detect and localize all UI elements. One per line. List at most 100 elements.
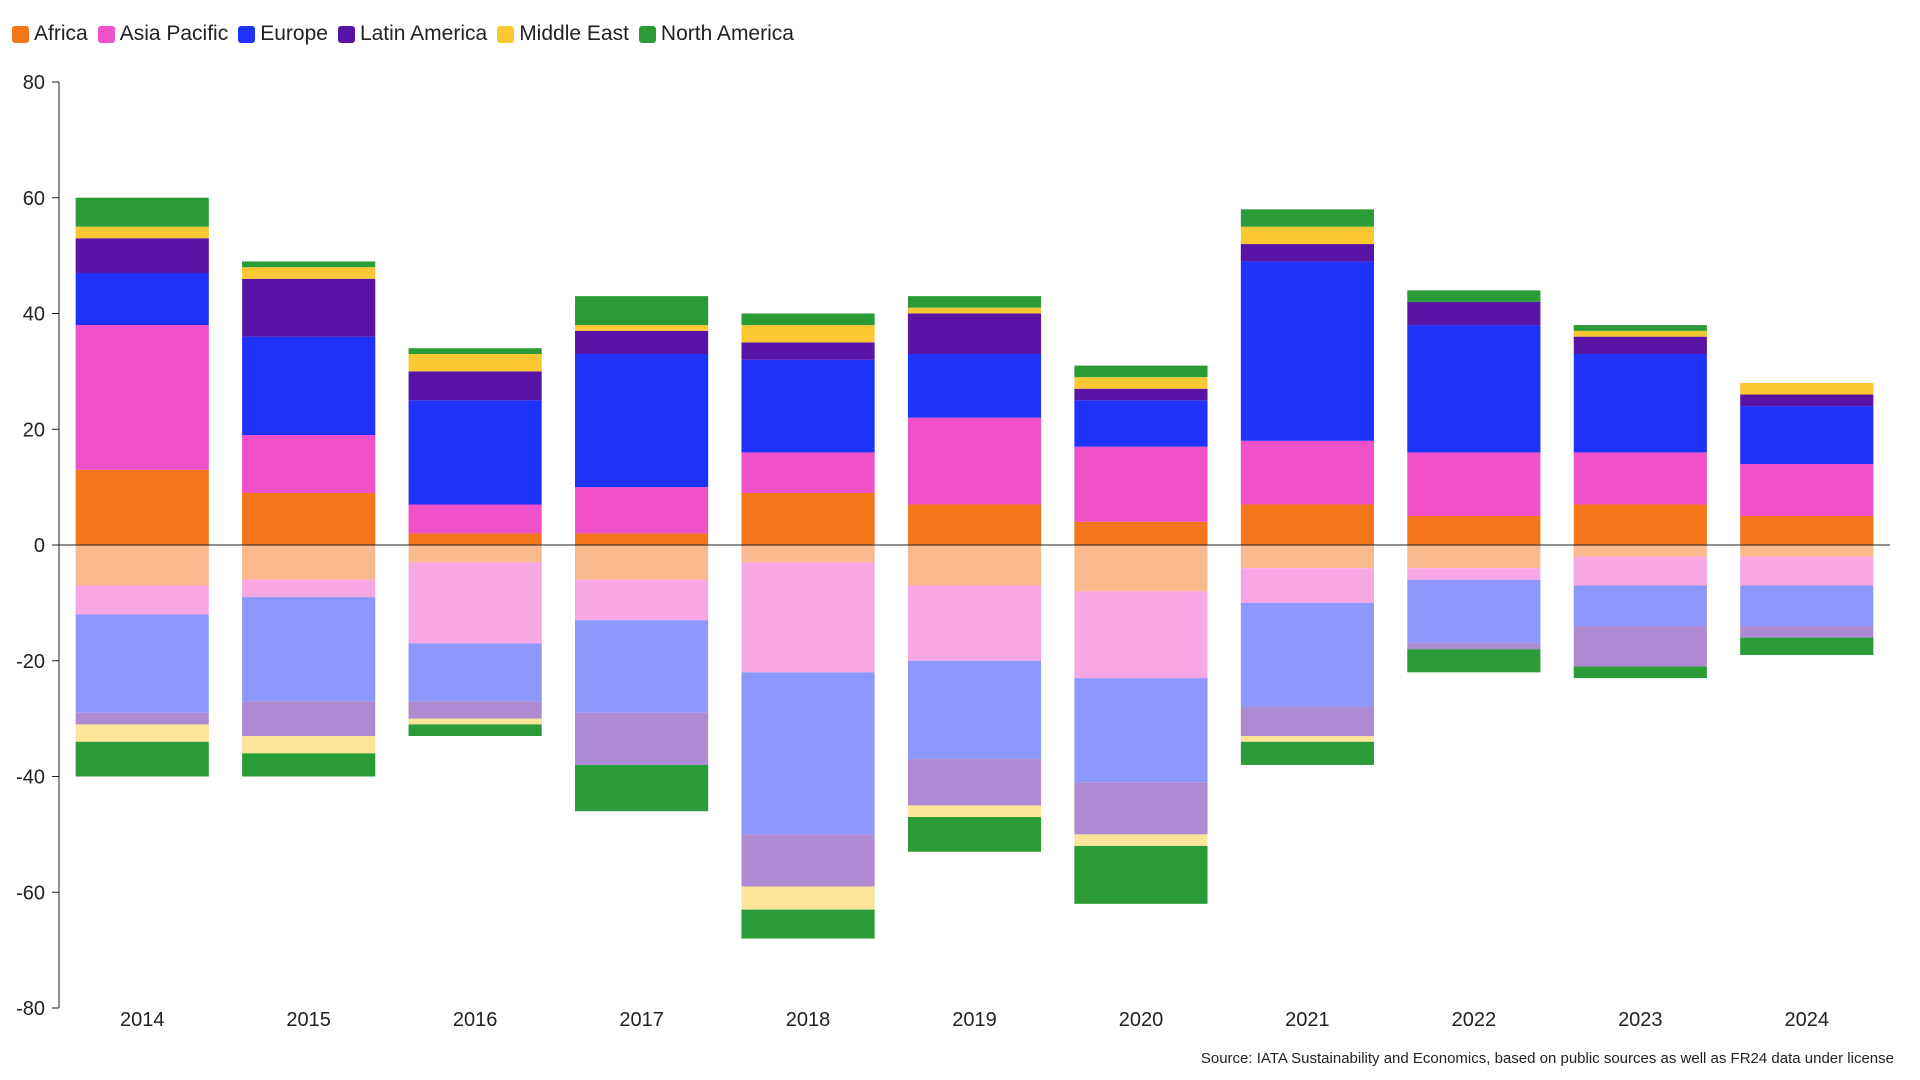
bar-segment	[907, 417, 1042, 505]
bar-segment	[1573, 556, 1707, 586]
x-tick-label: 2014	[120, 1009, 165, 1031]
bar-segment	[1074, 545, 1208, 592]
bar-segment	[75, 238, 209, 273]
bar-segment	[575, 579, 709, 621]
bar-segment	[575, 712, 709, 765]
bar-segment	[242, 701, 376, 736]
legend-item: Latin America	[337, 22, 487, 46]
bar-segment	[1573, 336, 1707, 355]
x-tick-label: 2021	[1285, 1009, 1330, 1031]
bar-segment	[408, 724, 542, 736]
bar-segment	[1740, 556, 1874, 586]
x-tick-label: 2016	[453, 1009, 498, 1031]
bar-segment	[408, 562, 542, 644]
bar-segment	[1573, 666, 1707, 679]
bar-segment	[1074, 678, 1208, 783]
y-tick-label: 60	[23, 188, 45, 210]
y-tick-label: -40	[16, 767, 45, 789]
bar-segment	[1240, 741, 1374, 765]
bar-segment	[1407, 579, 1541, 644]
bar-segment	[907, 307, 1042, 314]
bar-segment	[907, 354, 1042, 418]
bar-segment	[1740, 637, 1874, 655]
bar-segment	[907, 660, 1042, 760]
y-tick-label: -20	[16, 651, 45, 673]
legend-item: North America	[638, 22, 794, 46]
bar-segment	[1740, 585, 1874, 627]
legend-label: Africa	[34, 22, 88, 45]
bar-segment	[1407, 301, 1541, 326]
y-tick-label: 0	[34, 535, 45, 557]
chart-legend: Africa Asia Pacific Europe Latin America Mid…	[12, 22, 794, 46]
legend-item: Europe	[238, 22, 328, 46]
bar-segment	[1240, 504, 1374, 545]
bar-segment	[408, 718, 542, 725]
bar-segment	[1573, 504, 1707, 545]
bar-segment	[1074, 521, 1208, 545]
bar-segment	[75, 724, 209, 742]
bar-segment	[1573, 585, 1707, 627]
bar-segment	[1573, 325, 1707, 331]
bar-segment	[741, 545, 875, 563]
legend-swatch	[12, 25, 29, 43]
y-tick-label: 20	[23, 419, 45, 441]
bar-segment	[907, 545, 1042, 586]
bar-segment	[242, 579, 376, 598]
x-tick-label: 2019	[952, 1009, 997, 1031]
bar-segment	[408, 371, 542, 401]
bar-segment	[575, 325, 709, 331]
bar-segment	[1573, 626, 1707, 667]
bars-layer	[75, 197, 1874, 939]
bar-segment	[1240, 707, 1374, 736]
legend-swatch	[97, 25, 115, 43]
bar-segment	[242, 261, 376, 268]
bar-segment	[1573, 330, 1707, 337]
bar-segment	[575, 296, 709, 326]
bar-segment	[1074, 845, 1208, 904]
bar-segment	[1240, 440, 1374, 505]
y-tick-label: 40	[23, 304, 45, 326]
bar-segment	[1740, 406, 1874, 464]
bar-segment	[242, 267, 376, 279]
bar-segment	[75, 325, 209, 470]
bar-segment	[1407, 290, 1541, 302]
legend-label: North America	[660, 22, 794, 45]
bar-segment	[242, 545, 376, 580]
bar-segment	[1407, 452, 1541, 517]
bar-segment	[1240, 261, 1374, 441]
bar-segment	[741, 909, 875, 939]
bar-segment	[1074, 782, 1208, 835]
x-tick-label: 2017	[619, 1009, 664, 1031]
bar-segment	[1240, 568, 1374, 603]
bar-segment	[242, 336, 376, 436]
axes-layer: 2014 2015 2016 2017 2018 2019 2020 2021 2022 2023…	[16, 72, 1890, 1031]
bar-segment	[741, 313, 875, 326]
bar-segment	[75, 614, 209, 713]
bar-segment	[741, 492, 875, 545]
x-tick-label: 2022	[1452, 1009, 1497, 1031]
bar-segment	[408, 701, 542, 719]
bar-segment	[75, 469, 209, 545]
bar-segment	[907, 585, 1042, 661]
bar-segment	[242, 435, 376, 493]
bar-segment	[1240, 226, 1374, 245]
legend-item: Africa	[12, 22, 88, 46]
bar-segment	[741, 342, 875, 360]
bar-segment	[1074, 388, 1208, 401]
bar-segment	[242, 735, 376, 754]
bar-segment	[907, 817, 1042, 852]
bar-segment	[1240, 244, 1374, 262]
bar-segment	[1407, 516, 1541, 545]
bar-segment	[1407, 643, 1541, 650]
bar-segment	[575, 533, 709, 545]
bar-segment	[75, 197, 209, 227]
bar-segment	[242, 492, 376, 545]
bar-segment	[1074, 446, 1208, 522]
bar-segment	[1074, 400, 1208, 447]
bar-segment	[907, 759, 1042, 806]
bar-segment	[1074, 591, 1208, 679]
bar-segment	[741, 359, 875, 453]
x-tick-label: 2015	[286, 1009, 331, 1031]
bar-segment	[1240, 735, 1374, 742]
